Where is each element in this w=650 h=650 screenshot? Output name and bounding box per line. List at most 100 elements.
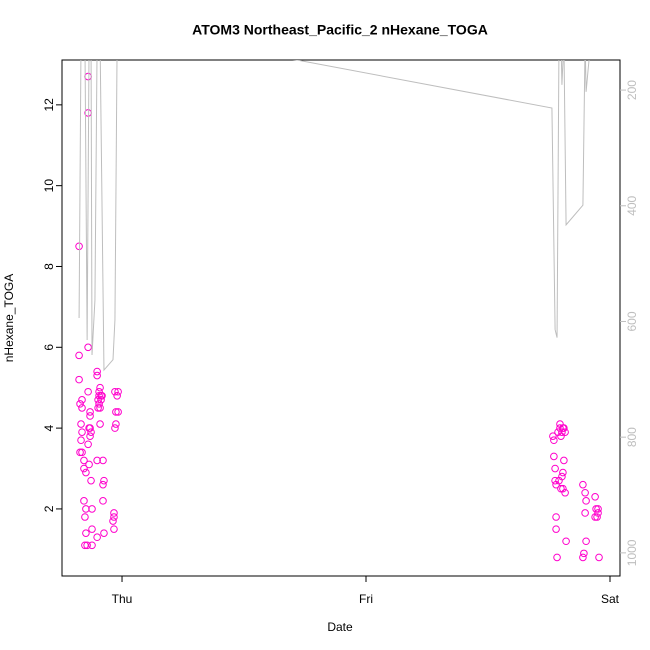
y-tick-label: 6	[42, 344, 56, 351]
point	[96, 420, 104, 428]
point	[114, 387, 122, 396]
point	[86, 424, 94, 432]
x-tick-label: Fri	[359, 592, 373, 606]
point	[96, 404, 104, 412]
point	[112, 408, 120, 416]
point	[111, 424, 119, 432]
point	[579, 553, 587, 562]
point	[77, 420, 85, 428]
point	[93, 533, 101, 542]
point	[594, 505, 602, 513]
point	[112, 420, 120, 428]
point	[95, 400, 103, 408]
y-tick-label: 10	[42, 179, 56, 193]
point	[87, 428, 95, 436]
point	[80, 456, 88, 465]
point	[82, 529, 90, 537]
point	[593, 513, 601, 521]
point	[75, 375, 83, 384]
chart-title: ATOM3 Northeast_Pacific_2 nHexane_TOGA	[192, 22, 488, 38]
point	[76, 400, 84, 408]
x-axis-label: Date	[327, 620, 353, 634]
point	[85, 460, 93, 469]
point	[86, 432, 94, 440]
point	[582, 497, 590, 505]
plot-frame	[61, 59, 621, 577]
point	[88, 505, 96, 513]
point	[98, 391, 106, 400]
x-tick-label: Sat	[601, 592, 620, 606]
point	[562, 537, 570, 546]
y-tick-label: 8	[42, 263, 56, 270]
point	[77, 436, 85, 445]
point	[110, 509, 118, 517]
point	[560, 456, 568, 465]
point	[560, 424, 568, 432]
y2-tick-label: 1000	[625, 539, 639, 566]
point	[99, 480, 107, 489]
point	[582, 537, 590, 546]
point	[550, 436, 558, 445]
point	[96, 383, 104, 392]
point	[592, 505, 600, 513]
point	[594, 509, 602, 517]
point	[78, 396, 86, 404]
pressure-line	[78, 60, 590, 372]
point	[561, 488, 569, 497]
point	[550, 452, 558, 461]
point	[557, 432, 565, 440]
point	[83, 541, 91, 550]
point	[93, 456, 101, 465]
point	[82, 505, 90, 513]
point	[595, 553, 603, 562]
point	[82, 468, 90, 477]
point	[99, 456, 107, 465]
point	[84, 343, 92, 352]
point	[561, 428, 569, 436]
point	[80, 497, 88, 505]
point	[88, 541, 96, 550]
y-tick-label: 4	[42, 424, 56, 431]
point	[559, 468, 567, 477]
point	[109, 517, 117, 525]
point	[581, 509, 589, 517]
point	[99, 497, 107, 505]
point	[111, 387, 119, 396]
point	[110, 513, 118, 521]
point	[88, 525, 96, 533]
point	[557, 484, 565, 493]
point	[114, 408, 122, 416]
y2-tick-label: 200	[625, 80, 639, 100]
y2-tick-label: 800	[625, 427, 639, 447]
x-tick-label: Thu	[112, 592, 133, 606]
point	[93, 367, 101, 376]
y2-tick-label: 600	[625, 311, 639, 331]
point	[555, 476, 563, 485]
point	[552, 525, 560, 533]
point	[558, 428, 566, 436]
point	[556, 424, 564, 432]
point	[553, 553, 561, 562]
point	[94, 404, 102, 412]
point	[110, 525, 118, 533]
point	[97, 396, 105, 404]
y-tick-label: 12	[42, 98, 56, 112]
point	[551, 464, 559, 473]
point	[80, 464, 88, 473]
point	[76, 448, 84, 457]
point	[591, 493, 599, 501]
point	[100, 476, 108, 485]
point	[95, 391, 103, 400]
point	[78, 428, 86, 436]
point	[78, 404, 86, 412]
point	[579, 480, 587, 489]
point	[549, 432, 557, 440]
point	[559, 484, 567, 493]
point	[552, 513, 560, 521]
point	[93, 371, 101, 380]
point	[551, 476, 559, 485]
point	[100, 529, 108, 537]
point	[78, 448, 86, 457]
